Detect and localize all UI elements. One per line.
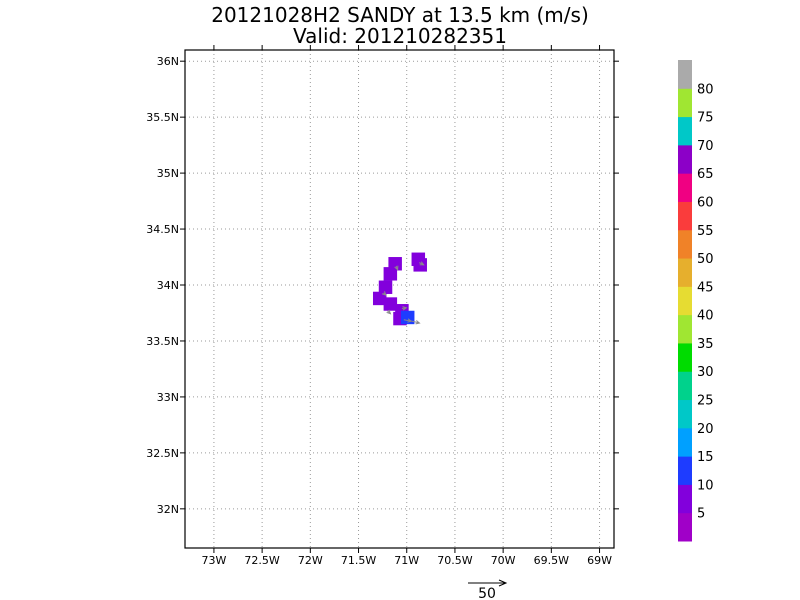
colorbar-tick-label: 50 [697, 252, 714, 267]
x-tick-label: 71.5W [341, 554, 376, 567]
colorbar-tick-label: 30 [697, 365, 714, 380]
chart-subtitle: Valid: 201210282351 [293, 24, 507, 48]
y-tick-label: 32.5N [146, 447, 179, 460]
colorbar-segment [678, 456, 692, 485]
y-tick-label: 35.5N [146, 111, 179, 124]
x-tick-label: 69.5W [534, 554, 569, 567]
x-tick-label: 73W [201, 554, 226, 567]
colorbar-tick-label: 35 [697, 337, 714, 352]
colorbar-segment [678, 512, 692, 542]
colorbar-segment [678, 173, 692, 202]
wind-vector [401, 306, 408, 311]
colorbar-tick-label: 25 [697, 394, 714, 409]
x-tick-label: 72.5W [244, 554, 279, 567]
x-tick-label: 70.5W [437, 554, 472, 567]
colorbar-segment [678, 229, 692, 259]
wind-speed-cells [372, 252, 427, 326]
colorbar-tick-label: 55 [697, 224, 714, 239]
plot-frame [184, 49, 615, 549]
wind-vector [381, 291, 387, 296]
colorbar-tick-label: 80 [697, 82, 714, 97]
colorbar-segment [678, 371, 692, 401]
colorbar-segment [678, 286, 692, 316]
x-axis-ticks: 73W 72.5W 72W 71.5W 71W 70.5W 70W 69.5W 69W [201, 45, 612, 567]
colorbar-tick-label: 60 [697, 195, 714, 210]
y-tick-label: 36N [157, 55, 179, 68]
wind-vector [410, 320, 421, 325]
chart-title: 20121028H2 SANDY at 13.5 km (m/s) [211, 3, 589, 27]
x-tick-label: 70W [491, 554, 516, 567]
y-tick-label: 34.5N [146, 223, 179, 236]
wind-vector [394, 265, 399, 271]
y-tick-label: 32N [157, 503, 179, 516]
wind-vector [386, 309, 392, 315]
colorbar-tick-label: 70 [697, 139, 714, 154]
wind-speed-cell [383, 267, 398, 281]
colorbar-segment [678, 314, 692, 344]
colorbar-segment [678, 88, 692, 118]
reference-arrow-head [498, 579, 508, 587]
colorbar-segment [678, 201, 692, 231]
colorbar-tick-label: 15 [697, 450, 714, 465]
x-tick-label: 69W [587, 554, 612, 567]
colorbar-segment [678, 399, 692, 429]
wind-speed-cell [372, 291, 387, 306]
colorbar-segment [678, 342, 692, 372]
colorbar-segment [678, 144, 692, 174]
colorbar-tick-label: 10 [697, 478, 714, 493]
x-tick-label: 71W [394, 554, 419, 567]
colorbar-segment [678, 427, 692, 457]
wind-vectors [381, 261, 425, 325]
plot-area: 73W 72.5W 72W 71.5W 71W 70.5W 70W 69.5W 69W 32N3… [146, 45, 619, 567]
y-tick-label: 35N [157, 167, 179, 180]
colorbar-tick-label: 5 [697, 507, 705, 522]
grid-lines [185, 50, 614, 548]
reference-vector-label: 50 [478, 586, 496, 600]
wind-speed-cell [383, 297, 398, 311]
y-tick-label: 34N [157, 279, 179, 292]
y-tick-label: 33N [157, 391, 179, 404]
colorbar-tick-label: 75 [697, 111, 714, 126]
colorbar-segment [678, 116, 692, 146]
wind-vector [419, 261, 425, 266]
y-tick-label: 33.5N [146, 335, 179, 348]
wind-speed-cell [378, 280, 393, 294]
colorbar: 5 10 15 20 25 30 35 40 45 50 55 60 65 70 75 80 [678, 60, 714, 542]
colorbar-tick-label: 20 [697, 422, 714, 437]
colorbar-segment [678, 60, 692, 89]
colorbar-tick-label: 40 [697, 309, 714, 324]
colorbar-segment [678, 484, 692, 514]
y-axis-ticks: 32N 32.5N 33N 33.5N 34N 34.5N 35N 35.5N 36N [146, 55, 619, 516]
colorbar-segment [678, 258, 692, 287]
colorbar-tick-label: 45 [697, 280, 714, 295]
colorbar-tick-label: 65 [697, 167, 714, 182]
x-tick-label: 72W [298, 554, 323, 567]
reference-vector: 50 [468, 579, 508, 600]
